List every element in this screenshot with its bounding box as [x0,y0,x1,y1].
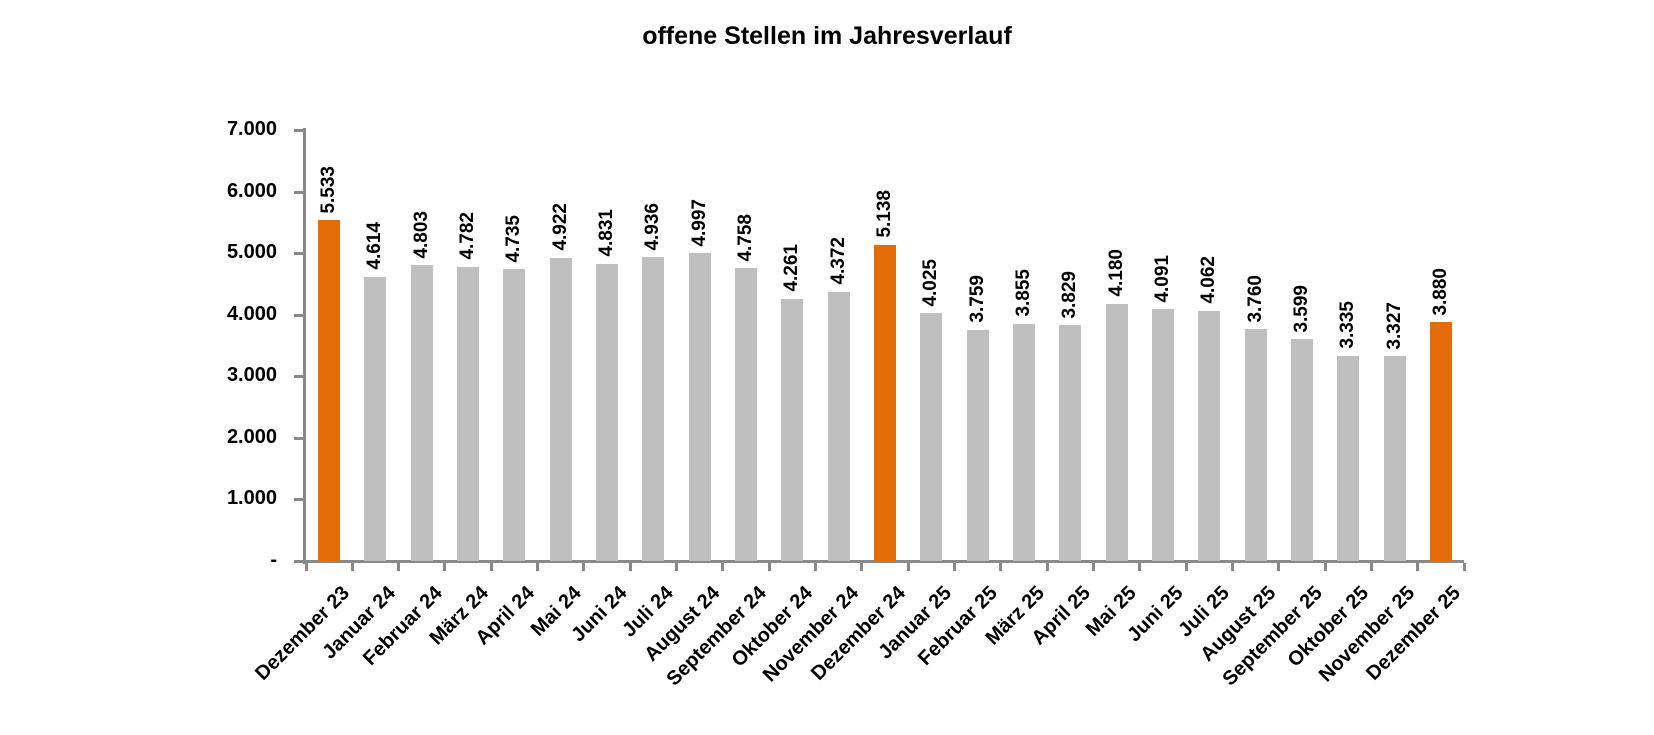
bar-dezember-23 [318,220,341,561]
x-axis-tick [304,563,308,571]
bar-value-label: 4.261 [781,244,803,292]
bar-value-label: 3.880 [1429,267,1451,316]
x-axis-tick [767,563,771,571]
y-axis-label: 5.000 [226,241,277,264]
bar-value-label: 3.760 [1244,274,1266,323]
x-axis-tick [350,563,354,571]
bar-value-label: 4.922 [549,203,571,251]
bar-value-label: 4.936 [642,202,664,251]
x-axis-tick [999,563,1003,571]
bar-value-label: 4.831 [596,209,618,257]
bar-value-label: 5.533 [318,165,340,214]
x-axis-tick [952,563,956,571]
bar-november-24 [827,291,850,561]
y-axis-label: - [270,549,277,571]
x-axis-tick [628,563,632,571]
bar-februar-25 [966,329,989,561]
y-axis-tick [294,375,303,379]
chart-title: offene Stellen im Jahresverlauf [642,22,1012,50]
bar-value-label: 3.599 [1290,284,1312,333]
x-axis-tick [1184,563,1188,571]
bar-juli-24 [642,257,665,561]
y-axis-line [303,128,306,564]
bar-januar-25 [920,313,943,561]
bar-value-label: 4.180 [1105,249,1127,297]
y-axis-tick [294,129,303,132]
x-axis-tick [1277,563,1281,571]
y-axis-label: 6.000 [226,179,277,202]
x-axis-tick [906,563,910,571]
x-axis-tick [860,563,864,571]
x-axis-tick [536,563,540,571]
bar-januar-24 [364,276,387,561]
bar-april-25 [1059,325,1082,561]
x-axis-tick [1369,563,1373,571]
bar-oktober-24 [781,298,804,561]
x-axis-tick [1462,563,1466,571]
y-axis-tick [294,560,303,563]
bar-value-label: 3.335 [1337,301,1359,349]
y-axis-label: 2.000 [226,425,277,448]
x-axis-tick [582,563,586,571]
x-axis-tick [1045,563,1049,571]
y-axis-tick [294,190,303,194]
x-axis-line [303,560,1464,563]
bar-value-label: 4.025 [920,258,942,307]
bar-value-label: 3.829 [1059,270,1081,319]
bar-oktober-25 [1337,355,1360,561]
y-axis-tick [294,436,303,440]
bar-value-label: 4.062 [1198,256,1220,304]
bar-mai-24 [549,257,572,561]
y-axis-tick [294,252,303,256]
bar-value-label: 4.614 [364,222,386,270]
y-axis-label: 7.000 [226,118,277,140]
bar-november-25 [1383,356,1406,561]
bar-value-label: 4.803 [410,210,432,259]
bar-august-25 [1244,329,1267,561]
y-axis-label: 4.000 [226,302,277,325]
bar-mai-25 [1105,303,1128,561]
bar-juni-24 [596,263,619,561]
bar-value-label: 3.855 [1012,269,1034,317]
bar-value-label: 4.372 [827,237,849,285]
x-axis-tick [1416,563,1420,571]
bar-value-label: 4.782 [457,212,479,260]
x-axis-tick [397,563,401,571]
bar-value-label: 4.997 [688,198,710,247]
x-axis-tick [489,563,493,571]
bar-value-label: 3.327 [1383,301,1405,350]
bar-value-label: 4.091 [1151,254,1173,303]
bar-juli-25 [1198,310,1221,561]
x-axis-tick [814,563,818,571]
x-axis-tick [675,563,679,571]
y-axis-tick [294,498,303,502]
y-axis-label: 1.000 [226,487,277,510]
bar-value-label: 4.758 [735,213,757,262]
x-axis-tick [1091,563,1095,571]
x-axis-tick [443,563,447,571]
bar-september-25 [1290,339,1313,561]
bar-dezember-25 [1429,322,1452,561]
y-axis-label: 3.000 [226,364,277,387]
x-axis-tick [1323,563,1327,571]
bar-september-24 [735,268,758,561]
bar-februar-24 [410,265,433,561]
y-axis-tick [294,313,303,317]
bar-m-rz-25 [1012,323,1035,561]
x-axis-tick [1138,563,1142,571]
bar-value-label: 3.759 [966,275,988,323]
bar-m-rz-24 [457,266,480,561]
bar-dezember-24 [874,244,896,561]
bar-value-label: 4.735 [503,214,525,263]
x-axis-tick [1230,563,1234,571]
bar-value-label: 5.138 [874,190,895,238]
x-axis-tick [721,563,725,571]
bar-juni-25 [1151,309,1174,561]
bar-august-24 [688,253,711,561]
bar-april-24 [503,269,526,561]
